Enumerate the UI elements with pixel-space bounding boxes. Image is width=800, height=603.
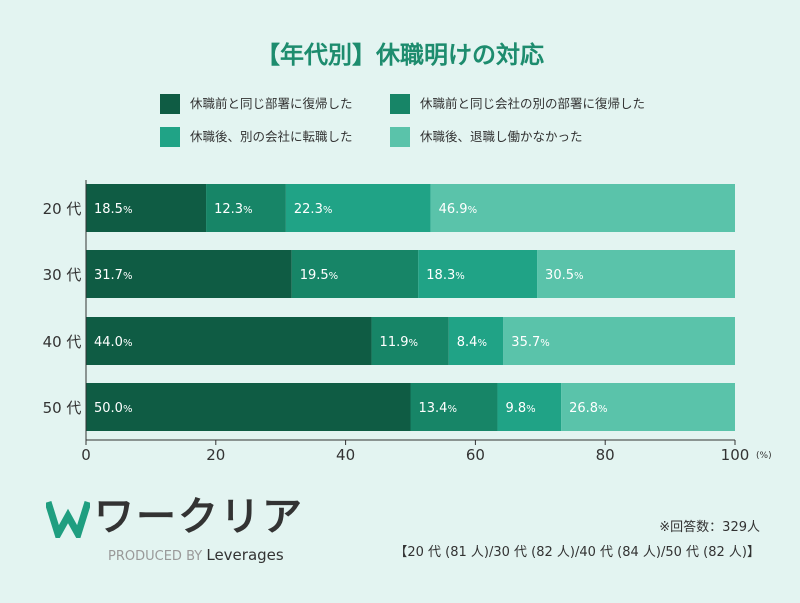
- legend-label: 休職前と同じ部署に復帰した: [190, 96, 353, 111]
- legend-item: 休職前と同じ会社の別の部署に復帰した: [390, 94, 645, 114]
- bar-segment: [430, 184, 735, 232]
- bar-segment: [561, 383, 735, 431]
- data-label: 18.3%: [426, 268, 464, 283]
- data-label: 11.9%: [380, 335, 418, 350]
- legend-item: 休職前と同じ部署に復帰した: [160, 94, 353, 114]
- bar-segment: [86, 317, 372, 365]
- bar-segment: [371, 317, 449, 365]
- bar-segment: [503, 317, 735, 365]
- respondents-note: ※回答数：329人: [659, 520, 760, 535]
- legend-label: 休職後、別の会社に転職した: [190, 129, 353, 144]
- logo-text: ワークリア: [94, 494, 304, 540]
- data-label: 19.5%: [300, 268, 338, 283]
- bar-segment: [206, 184, 286, 232]
- bar-segment: [410, 383, 498, 431]
- breakdown-note: 【20 代 (81 人)/30 代 (82 人)/40 代 (84 人)/50 …: [394, 545, 760, 560]
- data-label: 46.9%: [439, 202, 477, 217]
- x-tick-label: 100: [721, 446, 750, 464]
- data-label: 35.7%: [511, 335, 549, 350]
- bar-segment: [291, 250, 419, 298]
- x-tick-label: 60: [466, 446, 485, 464]
- data-label: 8.4%: [457, 335, 487, 350]
- legend-swatch: [160, 94, 180, 114]
- bar-segment: [497, 383, 562, 431]
- data-label: 18.5%: [94, 202, 132, 217]
- bar-chart: 20 代 18.5% 12.3% 22.3% 46.9% 30 代 31.7% 19.5% 18…: [43, 180, 772, 464]
- data-label: 44.0%: [94, 335, 132, 350]
- data-label: 31.7%: [94, 268, 132, 283]
- data-label: 9.8%: [505, 401, 535, 416]
- produced-by: PRODUCED BY Leverages: [108, 546, 284, 566]
- data-label: 50.0%: [94, 401, 132, 416]
- bar-segment: [448, 317, 504, 365]
- data-label: 26.8%: [569, 401, 607, 416]
- x-tick-label: 40: [336, 446, 355, 464]
- brand-name: Leverages: [206, 546, 284, 564]
- data-label: 30.5%: [545, 268, 583, 283]
- chart-title: 【年代別】休職明けの対応: [256, 41, 544, 69]
- x-tick-label: 20: [206, 446, 225, 464]
- data-label: 12.3%: [214, 202, 252, 217]
- produced-by-label: PRODUCED BY: [108, 549, 203, 564]
- legend-item: 休職後、別の会社に転職した: [160, 127, 353, 147]
- legend-swatch: [160, 127, 180, 147]
- legend-label: 休職後、退職し働かなかった: [420, 129, 583, 144]
- logo-w-icon: [46, 500, 90, 538]
- category-label: 40 代: [43, 333, 82, 351]
- category-label: 20 代: [43, 200, 82, 218]
- bar-segment: [86, 250, 292, 298]
- bar-segment: [537, 250, 735, 298]
- data-label: 13.4%: [419, 401, 457, 416]
- legend-swatch: [390, 94, 410, 114]
- bar-segment: [86, 383, 411, 431]
- x-unit-label: (%): [756, 451, 772, 461]
- legend-swatch: [390, 127, 410, 147]
- bar-segment: [418, 250, 538, 298]
- data-label: 22.3%: [294, 202, 332, 217]
- x-tick-label: 80: [596, 446, 615, 464]
- bar-segment: [86, 184, 207, 232]
- x-tick-label: 0: [81, 446, 91, 464]
- legend-item: 休職後、退職し働かなかった: [390, 127, 583, 147]
- category-label: 30 代: [43, 266, 82, 284]
- category-label: 50 代: [43, 399, 82, 417]
- legend-label: 休職前と同じ会社の別の部署に復帰した: [420, 96, 646, 111]
- bar-segment: [285, 184, 431, 232]
